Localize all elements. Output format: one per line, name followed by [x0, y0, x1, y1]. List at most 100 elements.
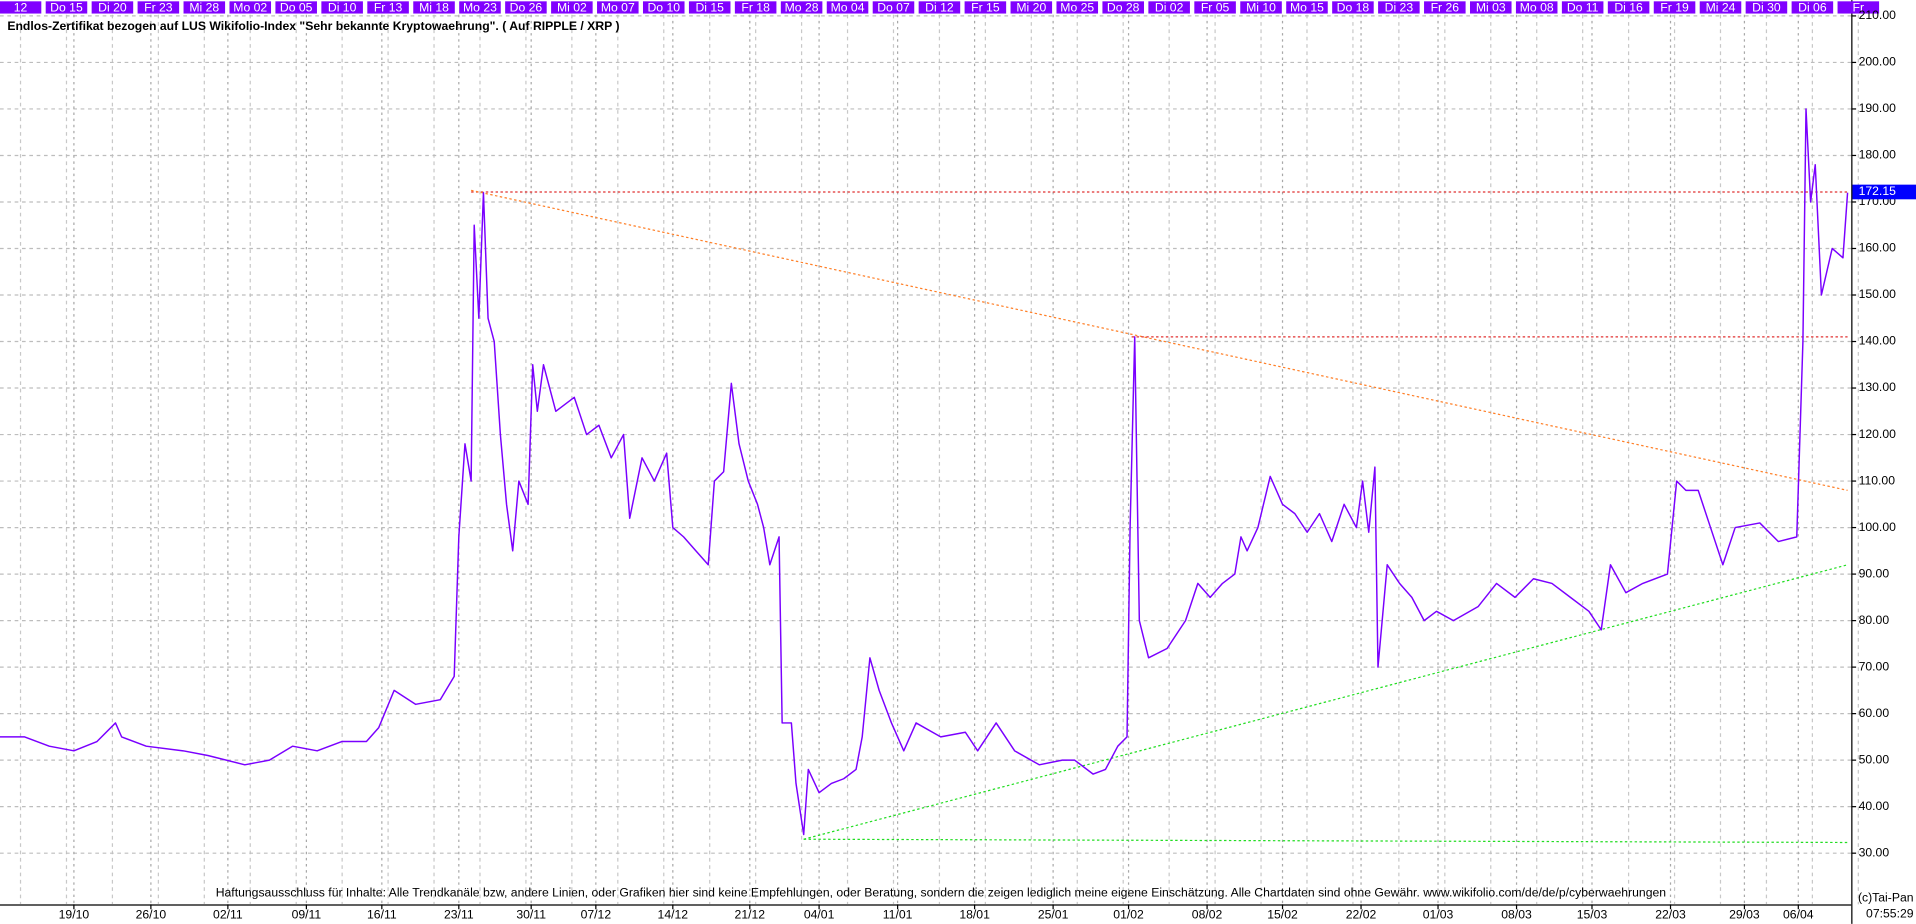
- top-label-box: [1515, 1, 1558, 14]
- trendline: [803, 564, 1848, 840]
- top-label: Mi 28: [189, 0, 219, 14]
- top-label: Fr 26: [1431, 0, 1460, 14]
- x-tick-label: 01/03: [1423, 908, 1454, 922]
- top-label: Mi 03: [1476, 0, 1506, 14]
- x-tick-label: 11/01: [883, 908, 913, 922]
- top-label-box: [1240, 1, 1282, 14]
- y-tick-label: 100.00: [1859, 520, 1897, 534]
- top-label-box: [137, 1, 180, 14]
- top-label: Fr 13: [374, 0, 403, 14]
- top-label-box: [505, 1, 547, 14]
- top-label-box: [1745, 1, 1788, 14]
- top-label: 12: [14, 0, 28, 14]
- top-label-box: [826, 1, 869, 14]
- trendline: [471, 189, 1848, 491]
- top-label: Fr 19: [1660, 0, 1689, 14]
- y-tick-label: 140.00: [1859, 334, 1897, 348]
- top-label-box: [780, 1, 823, 14]
- top-label: Do 05: [280, 0, 313, 14]
- top-label-box: [1653, 1, 1696, 14]
- top-label-box: [1607, 1, 1650, 14]
- top-label-box: [1102, 1, 1144, 14]
- x-tick-label: 21/12: [735, 908, 766, 922]
- top-label-box: [367, 1, 409, 14]
- top-label: Mo 28: [785, 0, 819, 14]
- top-label: Mo 04: [831, 0, 865, 14]
- top-label-box: [0, 1, 42, 14]
- top-label-box: [1837, 1, 1880, 14]
- top-label: Mo 02: [233, 0, 267, 14]
- top-label-box: [551, 1, 593, 14]
- x-tick-label: 06/04: [1783, 908, 1814, 922]
- x-tick-label: 08/02: [1192, 908, 1223, 922]
- y-tick-label: 130.00: [1859, 380, 1897, 394]
- top-label: Mi 02: [557, 0, 587, 14]
- top-label-box: [1194, 1, 1236, 14]
- x-tick-label: 25/01: [1038, 908, 1069, 922]
- top-label: Fr 18: [741, 0, 770, 14]
- x-tick-label: 22/03: [1655, 908, 1686, 922]
- y-tick-label: 160.00: [1859, 241, 1897, 255]
- top-label-box: [1561, 1, 1604, 14]
- top-label-box: [734, 1, 777, 14]
- top-label-box: [918, 1, 961, 14]
- x-tick-label: 01/02: [1113, 908, 1144, 922]
- plot: [0, 108, 1849, 836]
- top-label: Do 15: [50, 0, 83, 14]
- top-label-box: [1378, 1, 1420, 14]
- x-tick-label: 02/11: [213, 908, 243, 922]
- top-label: Di 10: [328, 0, 357, 14]
- top-label-box: [1286, 1, 1328, 14]
- y-tick-label: 40.00: [1859, 799, 1890, 813]
- top-label: Di 16: [1614, 0, 1643, 14]
- y-tick-label: 90.00: [1859, 566, 1890, 580]
- chart-title: Endlos-Zertifikat bezogen auf LUS Wikifo…: [7, 19, 619, 33]
- top-label: Fr 05: [1201, 0, 1230, 14]
- y-tick-label: 120.00: [1859, 427, 1897, 441]
- top-label: Di 20: [98, 0, 127, 14]
- x-tick-label: 19/10: [59, 908, 90, 922]
- top-label: Mi 10: [1246, 0, 1276, 14]
- top-label-box: [1332, 1, 1374, 14]
- top-label-box: [275, 1, 317, 14]
- top-label-box: [1699, 1, 1742, 14]
- top-label: Mi 24: [1706, 0, 1736, 14]
- y-tick-label: 50.00: [1859, 752, 1890, 766]
- y-tick-label: 210.00: [1859, 8, 1897, 22]
- top-label-box: [413, 1, 455, 14]
- top-label-box: [229, 1, 272, 14]
- top-label: Di 30: [1752, 0, 1781, 14]
- top-label: Do 11: [1567, 0, 1599, 14]
- top-label-box: [1056, 1, 1099, 14]
- top-label-box: [1010, 1, 1053, 14]
- top-label: Do 28: [1107, 0, 1140, 14]
- top-label-box: [872, 1, 915, 14]
- top-label-box: [597, 1, 639, 14]
- top-label: Mo 25: [1060, 0, 1094, 14]
- y-tick-label: 180.00: [1859, 148, 1897, 162]
- grid: [0, 14, 1859, 905]
- top-label: Mo 07: [601, 0, 635, 14]
- trendlines: [471, 189, 1848, 844]
- top-label: Di 23: [1385, 0, 1414, 14]
- top-label-box: [459, 1, 501, 14]
- y-tick-label: 200.00: [1859, 55, 1897, 69]
- top-label: Mi 20: [1016, 0, 1046, 14]
- top-label-box: [45, 1, 88, 14]
- clock: 07:55:29: [1866, 906, 1914, 920]
- x-tick-label: 04/01: [804, 908, 835, 922]
- x-tick-label: 15/03: [1577, 908, 1608, 922]
- disclaimer: Haftungsausschluss für Inhalte: Alle Tre…: [216, 886, 1666, 900]
- x-tick-label: 18/01: [959, 908, 990, 922]
- top-label-box: [1469, 1, 1512, 14]
- top-label: Di 02: [1155, 0, 1184, 14]
- y-tick-label: 110.00: [1859, 473, 1896, 487]
- top-label-box: [964, 1, 1007, 14]
- y-tick-label: 150.00: [1859, 287, 1897, 301]
- top-labels: 12 Do 15 Di 20 Fr 23 Mi 28 Mo 02 Do 05 Di 10 Fr …: [0, 0, 1880, 14]
- y-tick-label: 190.00: [1859, 101, 1897, 115]
- x-tick-label: 09/11: [292, 908, 322, 922]
- top-label: Fr 15: [971, 0, 1000, 14]
